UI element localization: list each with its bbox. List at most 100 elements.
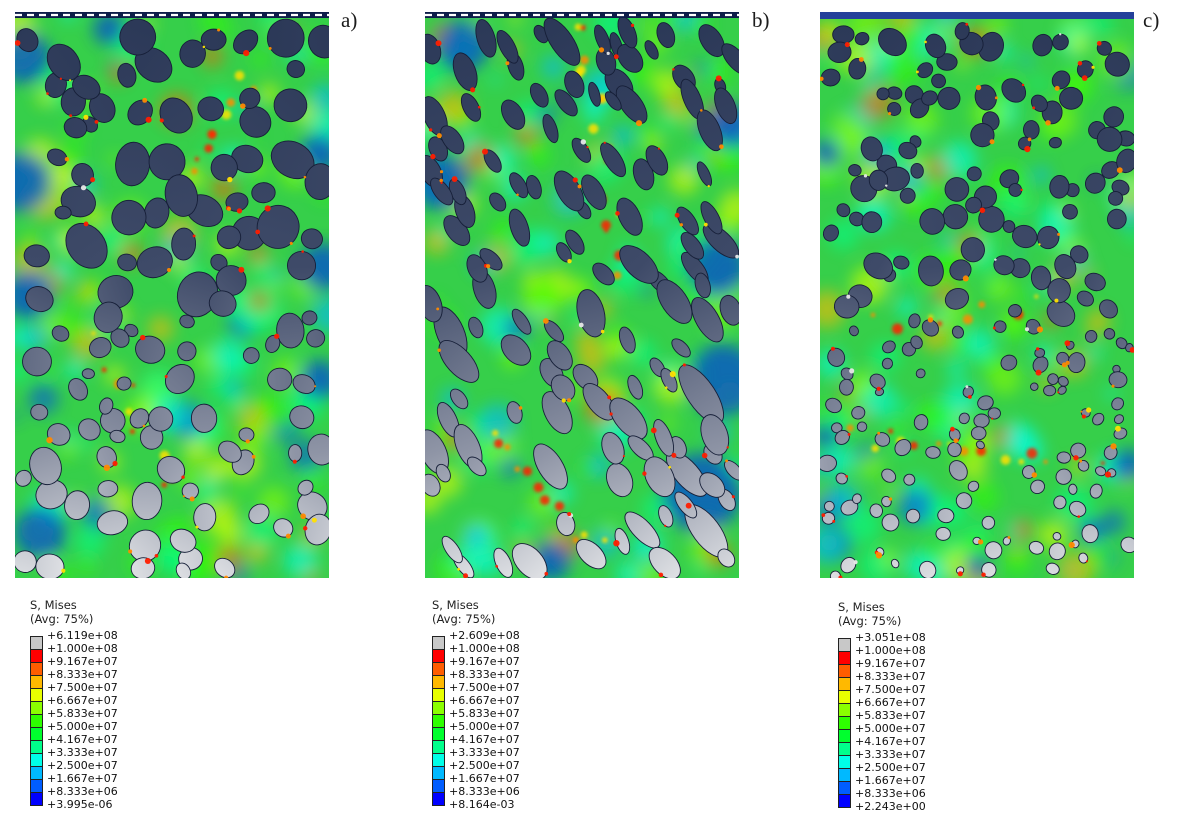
legend-value: +3.333e+07	[47, 746, 118, 759]
legend-c: S, Mises (Avg: 75%) +3.051e+08 +1.000e+08…	[838, 600, 926, 813]
loading-platen	[820, 12, 1134, 19]
legend-subtitle: (Avg: 75%)	[30, 612, 94, 626]
legend-b: S, Mises (Avg: 75%) +2.609e+08 +1.000e+08…	[432, 598, 520, 811]
legend-value: +5.000e+07	[855, 722, 926, 735]
legend-value: +3.995e-06	[47, 798, 113, 811]
legend-value: +5.833e+07	[47, 707, 118, 720]
pore-layer	[820, 22, 1134, 578]
legend-value: +7.500e+07	[449, 681, 520, 694]
legend-color-chip	[30, 752, 43, 767]
legend-value: +5.000e+07	[47, 720, 118, 733]
stress-contour-plot-a	[15, 12, 329, 578]
legend-color-chip	[838, 676, 851, 691]
legend-value: +4.167e+07	[855, 735, 926, 748]
panel-label-b: b)	[752, 8, 770, 32]
legend-value: +2.609e+08	[449, 629, 520, 642]
legend-value: +2.500e+07	[449, 759, 520, 772]
legend-color-chip	[432, 765, 445, 780]
contour-layers	[425, 12, 739, 578]
legend-color-chip	[432, 726, 445, 741]
legend-value: +1.667e+07	[855, 774, 926, 787]
legend-color-chip	[838, 754, 851, 769]
legend-title: S, Mises	[30, 598, 77, 612]
hotspot-layer	[428, 23, 739, 578]
legend-color-chip	[30, 765, 43, 780]
legend-color-chip	[432, 648, 445, 663]
legend-title: S, Mises	[838, 600, 885, 614]
legend-color-chip	[432, 661, 445, 676]
loading-platen	[425, 12, 739, 18]
legend-color-chip	[30, 661, 43, 676]
legend-value: +1.000e+08	[449, 642, 520, 655]
legend-color-chip	[30, 635, 43, 650]
contour-layers	[820, 12, 1134, 578]
legend-subtitle: (Avg: 75%)	[838, 614, 902, 628]
legend-color-chip	[838, 741, 851, 756]
legend-value: +1.000e+08	[855, 644, 926, 657]
legend-value: +7.500e+07	[47, 681, 118, 694]
legend-title: S, Mises	[432, 598, 479, 612]
legend-color-chip	[30, 791, 43, 806]
legend-color-chip	[30, 713, 43, 728]
panel-label-a: a)	[341, 8, 358, 32]
legend-color-chip	[432, 739, 445, 754]
legend-values: +3.051e+08 +1.000e+08 +9.167e+07 +8.333e+07…	[855, 631, 926, 813]
stress-contour-plot-b	[425, 12, 739, 578]
legend-color-scale	[432, 635, 445, 812]
legend-color-chip	[432, 713, 445, 728]
legend-value: +3.051e+08	[855, 631, 926, 644]
legend-color-chip	[30, 778, 43, 793]
legend-color-chip	[838, 767, 851, 782]
legend-value: +4.167e+07	[449, 733, 520, 746]
legend-color-chip	[30, 674, 43, 689]
legend-value: +6.667e+07	[47, 694, 118, 707]
panel-b	[425, 12, 739, 578]
hotspot-layer	[820, 22, 1134, 578]
loading-platen	[15, 12, 329, 18]
legend-value: +6.667e+07	[855, 696, 926, 709]
legend-color-chip	[432, 752, 445, 767]
legend-value: +8.333e+07	[449, 668, 520, 681]
legend-color-chip	[432, 687, 445, 702]
legend-value: +6.667e+07	[449, 694, 520, 707]
legend-color-chip	[838, 715, 851, 730]
legend-value: +1.667e+07	[47, 772, 118, 785]
legend-color-chip	[838, 689, 851, 704]
legend-color-chip	[432, 674, 445, 689]
legend-color-chip	[432, 778, 445, 793]
legend-color-chip	[30, 739, 43, 754]
legend-color-chip	[432, 700, 445, 715]
legend-color-chip	[838, 780, 851, 795]
legend-value: +1.000e+08	[47, 642, 118, 655]
legend-color-chip	[432, 635, 445, 650]
legend-value: +8.164e-03	[449, 798, 515, 811]
legend-value: +3.333e+07	[855, 748, 926, 761]
legend-value: +6.119e+08	[47, 629, 118, 642]
stress-contour-plot-c	[820, 12, 1134, 578]
legend-color-chip	[30, 700, 43, 715]
panel-label-c: c)	[1143, 8, 1160, 32]
legend-color-chip	[30, 687, 43, 702]
legend-values: +2.609e+08 +1.000e+08 +9.167e+07 +8.333e+07…	[449, 629, 520, 811]
legend-color-scale	[30, 635, 43, 812]
legend-value: +8.333e+07	[47, 668, 118, 681]
legend-color-chip	[838, 650, 851, 665]
legend-value: +8.333e+06	[449, 785, 520, 798]
legend-value: +5.000e+07	[449, 720, 520, 733]
legend-color-chip	[838, 637, 851, 652]
legend-value: +9.167e+07	[47, 655, 118, 668]
legend-value: +8.333e+06	[47, 785, 118, 798]
legend-value: +2.500e+07	[855, 761, 926, 774]
legend-value: +9.167e+07	[855, 657, 926, 670]
legend-color-chip	[30, 648, 43, 663]
legend-color-chip	[838, 728, 851, 743]
legend-value: +5.833e+07	[449, 707, 520, 720]
hotspot-layer	[15, 28, 317, 578]
legend-color-chip	[838, 663, 851, 678]
legend-value: +9.167e+07	[449, 655, 520, 668]
legend-value: +8.333e+06	[855, 787, 926, 800]
panel-c	[820, 12, 1134, 578]
legend-value: +7.500e+07	[855, 683, 926, 696]
legend-value: +8.333e+07	[855, 670, 926, 683]
